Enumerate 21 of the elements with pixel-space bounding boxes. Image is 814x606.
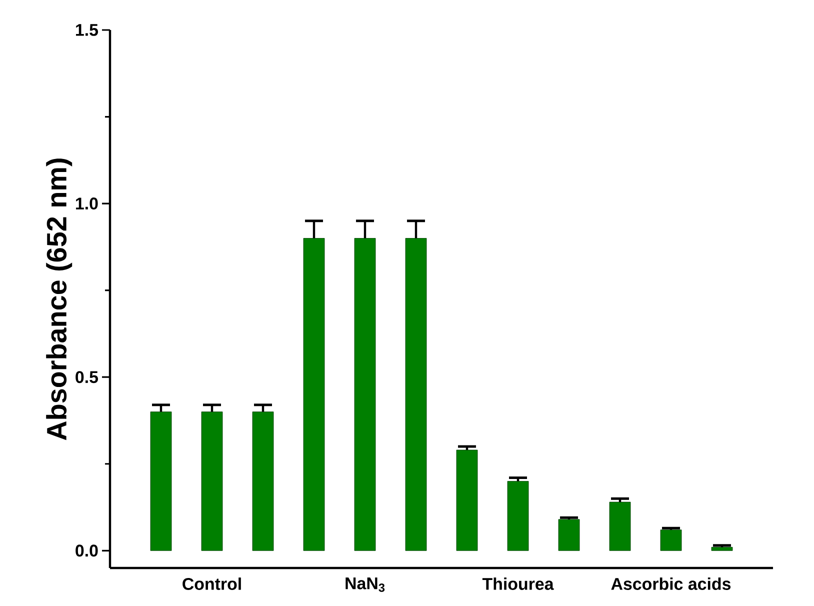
x-tick-label: Ascorbic acids	[611, 578, 731, 590]
bar	[660, 530, 682, 551]
bar	[609, 502, 631, 551]
y-axis-title: Absorbance (652 nm)	[46, 158, 72, 440]
bar	[456, 450, 478, 551]
bar	[558, 519, 580, 551]
bar	[201, 412, 223, 551]
y-tick-label: 0.0	[76, 544, 98, 557]
bar	[150, 412, 172, 551]
bar	[711, 546, 733, 551]
x-tick-label: NaN$_{3}$	[346, 578, 385, 592]
y-tick-label: 1.0	[76, 198, 98, 210]
bar	[507, 481, 529, 551]
bar	[354, 238, 376, 551]
y-tick-label: 0.5	[76, 371, 98, 384]
y-tick-label: 1.5	[76, 24, 98, 36]
bar	[405, 238, 427, 551]
bar	[252, 412, 274, 551]
bar	[303, 238, 325, 551]
x-tick-label: Thiourea	[482, 578, 554, 590]
x-tick-label: Control	[182, 578, 241, 590]
